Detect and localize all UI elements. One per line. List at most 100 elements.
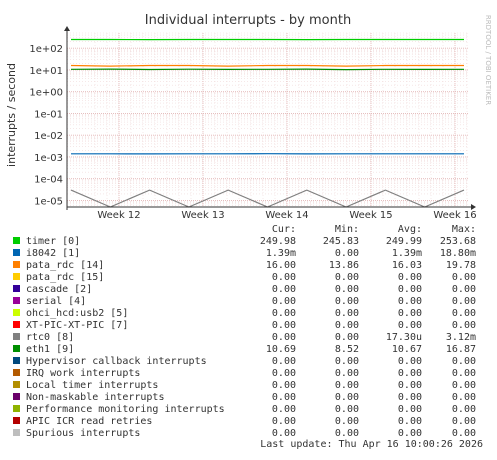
legend-value: 16.00 <box>266 260 296 271</box>
legend-value: 0.00 <box>272 404 296 415</box>
y-tick-label: 1e+02 <box>29 44 63 55</box>
legend-swatch <box>13 237 20 244</box>
legend-value: 1.39m <box>266 248 296 259</box>
legend-value: 0.00 <box>398 308 422 319</box>
y-tick-label: 1e+00 <box>29 88 63 99</box>
legend-value: 0.00 <box>398 284 422 295</box>
legend-value: 0.00 <box>452 392 476 403</box>
legend-series-name: pata_rdc [14] <box>26 260 104 271</box>
legend-value: 249.98 <box>260 236 296 247</box>
y-tick-label: 1e-02 <box>34 131 63 142</box>
legend-value: 0.00 <box>272 308 296 319</box>
legend-column-header: Cur: <box>272 224 296 235</box>
legend-swatch <box>13 273 20 280</box>
x-tick-label: Week 12 <box>97 210 140 221</box>
series-line <box>71 66 464 67</box>
series-line <box>71 69 464 70</box>
legend-column-header: Avg: <box>398 224 422 235</box>
legend-value: 0.00 <box>335 308 359 319</box>
legend-value: 0.00 <box>452 272 476 283</box>
legend-value: 0.00 <box>335 380 359 391</box>
legend-value: 0.00 <box>398 416 422 427</box>
legend-value: 10.69 <box>266 344 296 355</box>
legend-swatch <box>13 393 20 400</box>
legend-swatch <box>13 297 20 304</box>
legend-value: 0.00 <box>272 332 296 343</box>
legend-series-name: Local timer interrupts <box>26 380 158 391</box>
legend-series-name: ohci_hcd:usb2 [5] <box>26 308 128 319</box>
legend-swatch <box>13 381 20 388</box>
legend-series-name: Hypervisor callback interrupts <box>26 356 207 367</box>
legend-swatch <box>13 285 20 292</box>
legend-value: 0.00 <box>272 380 296 391</box>
legend-value: 0.00 <box>272 320 296 331</box>
legend-value: 0.00 <box>272 296 296 307</box>
legend-value: 0.00 <box>272 284 296 295</box>
x-tick-label: Week 14 <box>265 210 308 221</box>
legend-value: 13.86 <box>329 260 359 271</box>
last-update-text: Last update: Thu Apr 16 10:00:26 2026 <box>260 439 483 450</box>
y-tick-label: 1e-04 <box>34 175 63 186</box>
legend-value: 0.00 <box>398 368 422 379</box>
legend-value: 0.00 <box>335 332 359 343</box>
legend-value: 0.00 <box>335 392 359 403</box>
legend-swatch <box>13 357 20 364</box>
legend-value: 0.00 <box>452 308 476 319</box>
legend-column-header: Max: <box>452 224 476 235</box>
legend-value: 16.87 <box>446 344 476 355</box>
legend-value: 0.00 <box>335 368 359 379</box>
legend-series-name: eth1 [9] <box>26 344 74 355</box>
legend-value: 0.00 <box>272 416 296 427</box>
x-tick-label: Week 16 <box>433 210 476 221</box>
legend-value: 253.68 <box>440 236 476 247</box>
legend-value: 0.00 <box>398 428 422 439</box>
legend-value: 245.83 <box>323 236 359 247</box>
legend-value: 249.99 <box>386 236 422 247</box>
y-tick-label: 1e-01 <box>34 109 63 120</box>
legend-series-name: serial [4] <box>26 296 86 307</box>
y-tick-label: 1e-05 <box>34 196 63 207</box>
legend-value: 18.80m <box>440 248 476 259</box>
legend-value: 0.00 <box>398 356 422 367</box>
legend-series-name: IRQ work interrupts <box>26 368 140 379</box>
legend-value: 0.00 <box>335 356 359 367</box>
legend-value: 0.00 <box>452 356 476 367</box>
legend-swatch <box>13 261 20 268</box>
legend-value: 0.00 <box>335 320 359 331</box>
legend-value: 0.00 <box>398 296 422 307</box>
legend-value: 0.00 <box>452 368 476 379</box>
legend-value: 0.00 <box>272 272 296 283</box>
legend-value: 8.52 <box>335 344 359 355</box>
legend-swatch <box>13 345 20 352</box>
legend-swatch <box>13 333 20 340</box>
legend-value: 0.00 <box>398 404 422 415</box>
y-axis-label: interrupts / second <box>5 63 18 167</box>
legend-swatch <box>13 417 20 424</box>
legend-series-name: pata_rdc [15] <box>26 272 104 283</box>
plot-area: 1e+021e+011e+001e-011e-021e-031e-041e-05… <box>29 26 476 221</box>
legend-value: 19.78 <box>446 260 476 271</box>
legend-value: 0.00 <box>272 368 296 379</box>
legend-value: 0.00 <box>335 248 359 259</box>
legend-value: 0.00 <box>452 320 476 331</box>
legend-series-name: XT-PIC-XT-PIC [7] <box>26 320 128 331</box>
legend-swatch <box>13 321 20 328</box>
legend-value: 0.00 <box>452 404 476 415</box>
legend-series-name: i8042 [1] <box>26 248 80 259</box>
legend-swatch <box>13 369 20 376</box>
legend-column-header: Min: <box>335 224 359 235</box>
legend-value: 0.00 <box>452 284 476 295</box>
legend-value: 3.12m <box>446 332 476 343</box>
legend-swatch <box>13 249 20 256</box>
legend-swatch <box>13 429 20 436</box>
legend-value: 0.00 <box>452 428 476 439</box>
y-tick-label: 1e+01 <box>29 66 63 77</box>
legend-series-name: APIC ICR read retries <box>26 416 152 427</box>
legend-value: 10.67 <box>392 344 422 355</box>
legend-value: 0.00 <box>272 428 296 439</box>
legend-value: 0.00 <box>398 392 422 403</box>
legend-value: 0.00 <box>335 296 359 307</box>
legend-value: 0.00 <box>335 404 359 415</box>
